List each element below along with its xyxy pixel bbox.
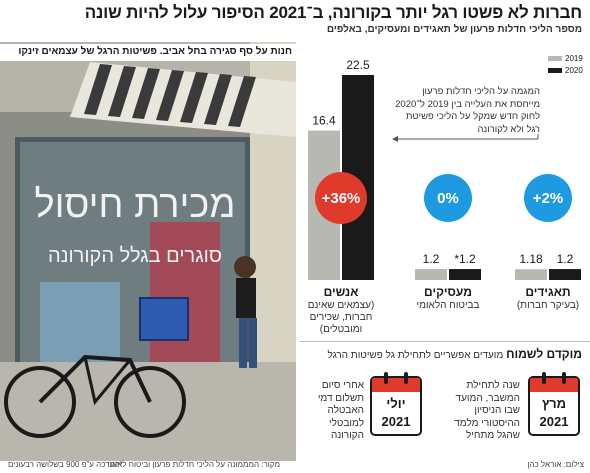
change-badge: 0% (424, 174, 472, 222)
category-label: תאגידים (525, 285, 571, 299)
page-title: חברות לא פשטו רגל יותר בקורונה, ב־2021 ה… (84, 3, 582, 22)
sign-line2: סוגרים בגלל הקורונה (48, 245, 222, 267)
focus-title-rest: מועדים אפשריים לתחילת גל פשיטות הרגל (327, 350, 504, 361)
bar-2020-1 (449, 269, 481, 280)
bar-2020-0 (549, 269, 581, 280)
legend-swatch-2020 (548, 67, 562, 73)
event-year: 2021 (539, 414, 569, 429)
footer: צילום: אוראל כהן מקור: המממונה על הליכי … (0, 460, 590, 471)
legend-label-2020: 2020 (565, 65, 583, 75)
bar-value-label: 1.2 (557, 252, 574, 266)
event-month: מרץ (541, 396, 567, 411)
bar-value-label: 22.5 (346, 58, 370, 72)
legend-swatch-2019 (548, 55, 562, 61)
calendar-icon-july: יולי 2021 (370, 372, 422, 436)
category-label: אנשים (323, 285, 359, 299)
category-description: (עצמאים שאינם חברות, שכירים ומובטלים) (307, 300, 375, 335)
bar-2019-0 (515, 269, 547, 280)
chart-legend: 2019 2020 (548, 54, 583, 78)
legend-item-2020: 2020 (548, 65, 583, 75)
bar-value-label: 16.4 (312, 114, 336, 128)
focus-title-bold: מוקדם לשמוח (506, 347, 582, 361)
footer-note: *הערכה ע"פ 900 בשלושה רבעונים (8, 460, 123, 469)
page-subtitle: מספר הליכי חדלות פרעון של תאגידים ומעסיק… (326, 24, 582, 35)
event-description: אחרי סיום תשלום דמי האבטלה למובטלי הקורו… (317, 380, 364, 441)
legend-item-2019: 2019 (548, 53, 583, 63)
event-month: יולי (386, 396, 406, 411)
bar-value-label: 1.18 (519, 252, 543, 266)
photo-caption: חנות על סף סגירה בחל אביב. פשיטות הרגל ש… (0, 44, 296, 61)
change-badge: +36% (315, 172, 367, 224)
legend-label-2019: 2019 (565, 53, 583, 63)
event-description: שנה לתחילת המשבר, המועד שבו הניסיון ההיס… (454, 380, 520, 441)
focus-title: מוקדם לשמוח מועדים אפשריים לתחילת גל פשי… (328, 347, 582, 361)
sign-line1: מכירת חיסול (35, 184, 236, 226)
bar-value-label: *1.2 (454, 252, 476, 266)
calendar-icon-march: מרץ 2021 (528, 372, 580, 436)
event-year: 2021 (381, 414, 411, 429)
section-divider (300, 341, 590, 342)
category-label: מעסיקים (424, 285, 472, 299)
category-description: (בעיקר חברות) (516, 300, 580, 311)
bar-chart: 1.18 1.2 1.2 *1.2 16.4 22.5 (308, 58, 581, 280)
annotation-arrow (392, 134, 539, 142)
change-badge: +2% (524, 174, 572, 222)
footer-credit: צילום: אוראל כהן (527, 460, 584, 469)
storefront-photo: מכירת חיסול סוגרים בגלל הקורונה (0, 42, 296, 461)
category-description: בביטוח הלאומי (416, 300, 480, 311)
chart-annotation: המגמה על הליכי חדלות פרעון מייחסת את העל… (395, 86, 540, 135)
footer-source: מקור: המממונה על הליכי חדלות פרעון וביטו… (107, 460, 280, 469)
bar-2019-1 (415, 269, 447, 280)
bar-value-label: 1.2 (423, 252, 440, 266)
